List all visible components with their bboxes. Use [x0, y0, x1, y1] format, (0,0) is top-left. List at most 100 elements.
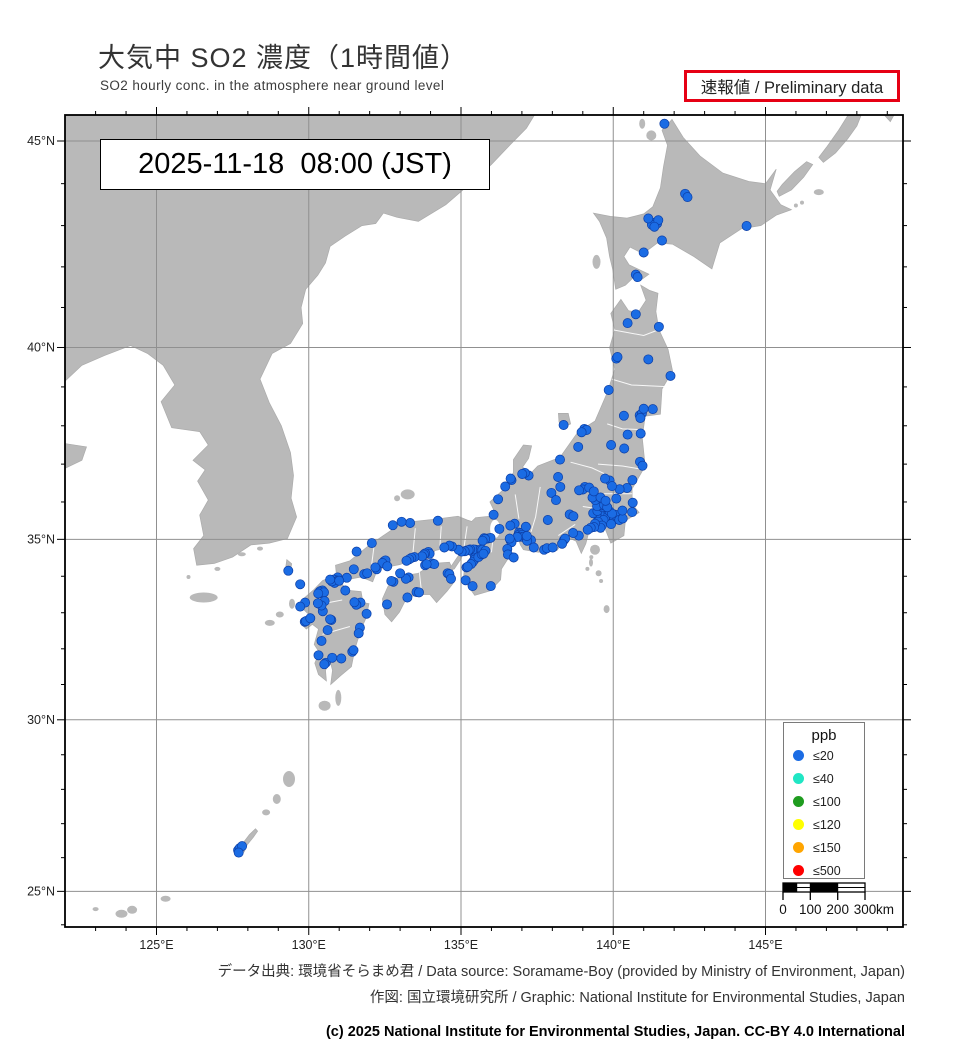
legend-item: ≤120: [784, 813, 864, 836]
legend-item-label: ≤120: [813, 817, 841, 832]
station-dot: [504, 533, 515, 544]
station-dot: [632, 272, 643, 283]
station-dot: [635, 413, 646, 423]
island: [603, 605, 610, 614]
landmass: [65, 443, 87, 469]
lon-axis-label: 130°E: [292, 938, 326, 952]
island: [318, 700, 331, 711]
legend-item: ≤20: [784, 744, 864, 767]
station-dot: [334, 575, 345, 586]
island: [585, 566, 590, 571]
station-dot: [446, 573, 456, 584]
station-dot: [313, 588, 324, 599]
island: [237, 552, 246, 557]
lon-axis-label: 135°E: [444, 938, 478, 952]
station-dot: [505, 520, 516, 531]
station-dot: [606, 440, 617, 450]
station-dot: [627, 475, 638, 486]
station-dot: [340, 585, 351, 596]
station-dot: [462, 561, 473, 572]
legend-item-label: ≤20: [813, 748, 834, 763]
island: [800, 200, 804, 205]
scale-bar-tick-label: 100: [799, 902, 822, 917]
station-dot: [508, 552, 519, 563]
landmass: [818, 115, 862, 163]
station-dot: [478, 548, 489, 559]
legend-item-dot: [793, 865, 804, 876]
station-dot: [305, 613, 316, 624]
island: [595, 570, 602, 577]
station-dot: [551, 495, 561, 506]
island: [264, 619, 275, 626]
page-title: 大気中 SO2 濃度（1時間値）: [98, 43, 469, 73]
landmass: [883, 115, 895, 123]
station-dot: [327, 652, 338, 663]
station-dot: [353, 628, 364, 639]
footer-data-source: データ出典: 環境省そらまめ君 / Data source: Soramame-…: [217, 964, 905, 980]
island: [257, 546, 263, 551]
station-dot: [643, 213, 654, 224]
legend-item-label: ≤500: [813, 863, 841, 878]
prefecture-border: [611, 329, 660, 337]
prefecture-border: [412, 528, 416, 554]
station-dot: [361, 608, 372, 619]
station-dot: [588, 486, 599, 497]
station-dot: [362, 568, 373, 579]
island: [92, 907, 99, 912]
legend-item-label: ≤100: [813, 794, 841, 809]
legend-item: ≤40: [784, 767, 864, 790]
station-dot: [582, 524, 593, 535]
scale-bar-tick-label: 0: [779, 902, 787, 917]
landmass: [592, 118, 793, 290]
station-dot: [637, 460, 648, 471]
prefecture-border: [530, 486, 541, 533]
prefecture-border: [607, 423, 643, 431]
legend-item: ≤500: [784, 859, 864, 882]
station-dot: [488, 509, 499, 520]
station-dot: [348, 645, 359, 656]
station-dot: [349, 597, 360, 608]
lat-axis-label: 25°N: [27, 884, 55, 898]
landmass: [65, 115, 535, 566]
station-dot: [600, 473, 610, 484]
station-dot: [647, 404, 658, 415]
lat-axis-label: 35°N: [27, 532, 55, 546]
station-dot: [396, 516, 407, 527]
station-dot: [576, 427, 587, 438]
station-dot: [603, 385, 614, 395]
scale-bar-labels: 0 100 200 300 km: [779, 902, 929, 920]
island: [599, 579, 604, 583]
station-dot: [665, 370, 676, 381]
graticule-layer: [65, 115, 903, 927]
island: [592, 254, 601, 269]
station-dot: [382, 599, 392, 610]
island: [115, 909, 128, 918]
island: [160, 895, 171, 902]
lat-axis-label: 40°N: [27, 340, 55, 354]
station-dot: [617, 505, 628, 516]
island: [646, 130, 657, 141]
station-dot: [336, 653, 347, 664]
station-dot: [643, 354, 654, 365]
station-dot: [401, 555, 412, 566]
station-dot: [414, 587, 424, 598]
station-dot: [611, 493, 622, 504]
station-dot: [555, 454, 565, 465]
prefecture-border: [463, 526, 468, 548]
scale-bar-unit: km: [876, 902, 894, 917]
station-dot: [485, 581, 496, 592]
island: [589, 555, 594, 560]
station-dot: [387, 520, 398, 531]
island: [214, 566, 221, 571]
axis-ticks: [57, 107, 911, 935]
station-dot: [313, 650, 324, 661]
island: [813, 189, 824, 196]
preliminary-data-badge: 速報値 / Preliminary data: [684, 70, 900, 102]
station-dot: [607, 481, 617, 492]
station-dot: [319, 659, 330, 670]
station-dot: [622, 318, 633, 329]
station-dot: [659, 118, 670, 129]
island: [639, 118, 646, 129]
